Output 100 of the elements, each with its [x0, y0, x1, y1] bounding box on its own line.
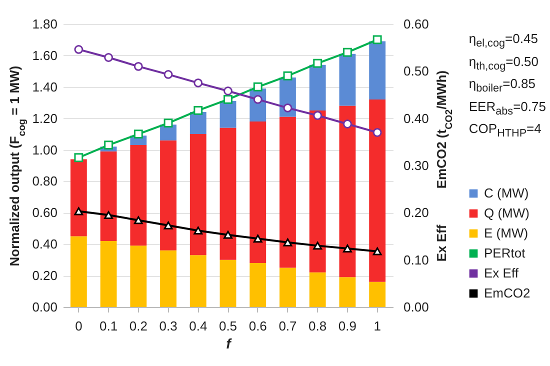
- bar: [369, 41, 386, 100]
- text: COP$_{HTHP}$=4: [468, 120, 542, 142]
- y2-tick-label: 0.10: [404, 252, 429, 268]
- text: η$_{th,cog}$=0.50: [468, 52, 540, 74]
- point: [164, 118, 173, 128]
- point: [283, 71, 292, 80]
- legend-label: PERtot: [484, 246, 526, 260]
- y-tick-label: 0.00: [32, 300, 58, 314]
- point: [74, 207, 84, 216]
- bar: [280, 116, 296, 268]
- legend-label: C (MW): [484, 186, 529, 200]
- x-tick-label: 0.9: [338, 318, 356, 334]
- y2-tick-label: 0.50: [404, 64, 429, 79]
- point: [343, 48, 352, 57]
- point: [372, 247, 382, 256]
- point: [372, 35, 382, 44]
- legend-label: E (MW): [484, 226, 528, 240]
- legend-label: Q (MW): [484, 206, 530, 220]
- x-tick-label: 0: [75, 318, 82, 334]
- bar: [309, 110, 326, 272]
- point: [74, 45, 84, 54]
- x-tick-label: 1: [374, 318, 381, 334]
- bar: [130, 145, 147, 246]
- legend-label: EmCO2: [484, 286, 530, 300]
- bar: [339, 54, 356, 106]
- bar: [220, 260, 236, 307]
- y-tick-label: 1.20: [32, 110, 58, 126]
- bar: [309, 272, 326, 307]
- bar: [70, 159, 87, 236]
- point: [104, 140, 113, 150]
- point: [343, 244, 352, 252]
- x-tick-label: 0.4: [189, 318, 208, 334]
- point: [164, 70, 173, 79]
- x-tick-label: 0.3: [159, 318, 178, 334]
- x-tick-label: 0.2: [129, 318, 148, 334]
- x-tick-label: 0.6: [248, 318, 267, 334]
- text: EER$_{abs}$=0.75: [468, 98, 546, 120]
- bar: [280, 268, 296, 307]
- point: [343, 120, 352, 128]
- bar: [190, 112, 206, 134]
- bar: [250, 262, 266, 307]
- y2-tick-label: 0.30: [404, 158, 429, 173]
- x-tick-label: 0.8: [308, 318, 327, 334]
- x-tick-label: 0.7: [278, 318, 297, 334]
- x-axis-title: f: [226, 336, 232, 352]
- y2-tick-label: 0.20: [404, 205, 429, 220]
- y-tick-label: 1.60: [32, 48, 58, 63]
- y-tick-label: 1.80: [32, 16, 58, 32]
- legend-label: Ex Eff: [484, 266, 519, 280]
- x-tick-label: 0.1: [100, 318, 118, 334]
- point: [224, 86, 232, 96]
- point: [313, 111, 322, 120]
- bar: [100, 151, 117, 241]
- bar: [160, 140, 176, 250]
- bar: [250, 121, 266, 263]
- bar: [369, 99, 386, 282]
- bar: [100, 240, 117, 307]
- bar: [220, 101, 236, 128]
- point: [283, 104, 292, 112]
- point: [194, 226, 203, 235]
- bar: [220, 128, 236, 260]
- point: [283, 238, 292, 246]
- point: [164, 221, 173, 230]
- point: [372, 128, 382, 137]
- point: [253, 95, 262, 104]
- point: [104, 53, 113, 62]
- y-tick-label: 1.00: [32, 142, 58, 158]
- point: [194, 78, 203, 88]
- point: [224, 230, 232, 239]
- y2-tick-label: 0.40: [404, 110, 429, 126]
- point: [134, 62, 143, 71]
- point: [224, 95, 232, 104]
- point: [194, 106, 203, 115]
- y-tick-label: 0.40: [32, 236, 58, 252]
- point: [253, 234, 262, 243]
- x-tick-label: 0.5: [218, 318, 238, 334]
- bar: [339, 277, 356, 307]
- bar: [190, 255, 206, 307]
- bar: [369, 282, 386, 307]
- point: [253, 82, 262, 92]
- y2-tick-label: 0.00: [404, 300, 429, 314]
- text: η$_{boiler}$=0.85: [468, 75, 537, 97]
- bar: [70, 236, 87, 307]
- point: [74, 153, 84, 162]
- bar: [339, 106, 356, 278]
- bar: [130, 246, 147, 307]
- y-tick-label: 0.20: [32, 268, 58, 284]
- bar: [309, 64, 326, 110]
- y-tick-label: 0.80: [32, 174, 58, 189]
- point: [313, 242, 322, 250]
- point: [104, 211, 113, 219]
- point: [134, 216, 143, 224]
- text: η$_{el,cog}$=0.45: [468, 30, 539, 52]
- y-tick-label: 0.60: [32, 205, 58, 220]
- bar: [190, 134, 206, 256]
- point: [134, 130, 143, 139]
- y-tick-label: 1.40: [32, 79, 58, 94]
- y2-tick-label: 0.60: [404, 16, 429, 32]
- bar: [160, 250, 176, 307]
- point: [313, 58, 322, 68]
